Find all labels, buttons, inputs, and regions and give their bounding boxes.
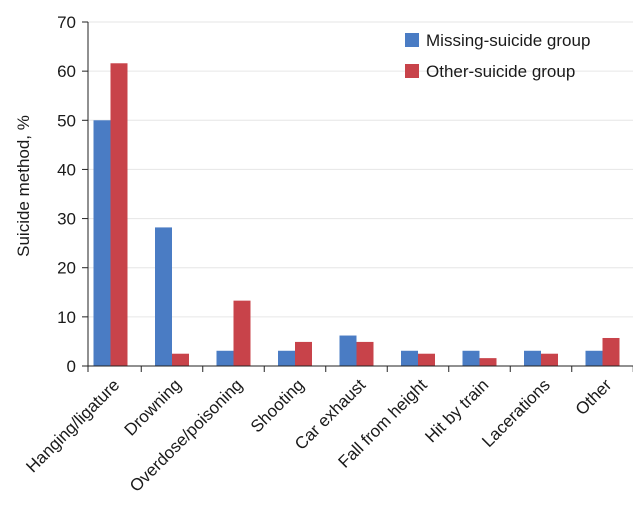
bar-other-suicide [479, 358, 497, 366]
y-tick-label: 60 [57, 62, 76, 81]
y-tick-label: 30 [57, 210, 76, 229]
legend-label: Other-suicide group [426, 62, 575, 81]
x-category-label: Hanging/ligature [22, 375, 123, 476]
y-axis-ticks: 0 10 20 30 40 50 60 70 [57, 13, 88, 376]
y-tick-label: 70 [57, 13, 76, 32]
x-category-label: Other [572, 375, 616, 419]
bar-other-suicide [602, 337, 620, 366]
x-category-label: Drowning [121, 375, 185, 439]
bar-missing-suicide [401, 350, 418, 366]
bar-missing-suicide [339, 335, 357, 366]
x-category-label: Overdose/poisoning [126, 375, 246, 495]
y-tick-label: 50 [57, 111, 76, 130]
x-axis-ticks: Hanging/ligatureDrowningOverdose/poisoni… [22, 366, 633, 496]
bar-other-suicide [233, 300, 251, 366]
bar-missing-suicide [585, 350, 603, 366]
legend-swatch [405, 64, 419, 78]
legend: Missing-suicide group Other-suicide group [405, 31, 590, 81]
bars [93, 63, 620, 367]
gridlines [88, 21, 633, 318]
bar-other-suicide [356, 341, 374, 366]
bar-missing-suicide [155, 227, 172, 366]
bar-missing-suicide [93, 120, 111, 367]
legend-swatch [405, 33, 419, 47]
bar-other-suicide [418, 353, 435, 366]
bar-other-suicide [541, 353, 558, 366]
bar-missing-suicide [524, 350, 541, 366]
bar-other-suicide [110, 63, 128, 366]
bar-missing-suicide [462, 350, 480, 366]
bar-other-suicide [172, 353, 189, 366]
bar-other-suicide [295, 341, 312, 366]
bar-missing-suicide [278, 350, 295, 366]
y-axis-title: Suicide method, % [14, 115, 33, 257]
legend-label: Missing-suicide group [426, 31, 590, 50]
y-tick-label: 0 [67, 357, 76, 376]
x-category-label: Shooting [247, 375, 308, 436]
y-tick-label: 10 [57, 308, 76, 327]
y-tick-label: 20 [57, 259, 76, 278]
y-tick-label: 40 [57, 160, 76, 179]
bar-missing-suicide [216, 350, 234, 366]
